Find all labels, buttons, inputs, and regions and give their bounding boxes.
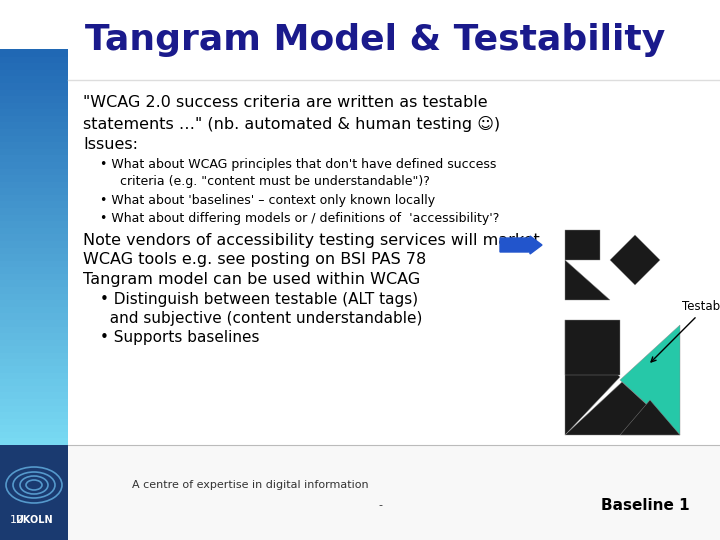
Polygon shape [610,235,660,285]
Bar [0,326,68,333]
Bar [0,233,68,241]
Bar [0,398,68,406]
Bar [0,174,68,181]
Bar [0,161,68,168]
Text: Baseline 1: Baseline 1 [600,497,689,512]
Bar [0,62,68,70]
Bar [0,345,68,353]
Bar [0,214,68,221]
Polygon shape [620,325,680,435]
Bar [0,319,68,327]
Bar [0,417,68,426]
Bar [0,240,68,247]
Bar [0,332,68,340]
Bar [0,437,68,445]
Text: • What about 'baselines' – context only known locally: • What about 'baselines' – context only … [100,194,435,207]
Text: • Supports baselines: • Supports baselines [100,330,259,345]
Polygon shape [565,260,610,300]
Bar [0,378,68,386]
Bar [0,134,68,142]
Text: • What about differing models or / definitions of  'accessibility'?: • What about differing models or / defin… [100,212,500,225]
Text: • What about WCAG principles that don't have defined success
     criteria (e.g.: • What about WCAG principles that don't … [100,158,496,187]
Bar [0,128,68,136]
Bar [0,194,68,201]
Bar [0,167,68,175]
Text: A centre of expertise in digital information: A centre of expertise in digital informa… [132,480,369,490]
Polygon shape [565,230,600,260]
Polygon shape [565,320,620,375]
Polygon shape [565,320,620,435]
Bar [0,306,68,313]
Bar [68,445,720,540]
Bar [0,154,68,162]
Text: statements …" (nb. automated & human testing ☺): statements …" (nb. automated & human tes… [83,116,500,132]
Bar [0,115,68,123]
Bar [0,227,68,234]
Bar [0,286,68,294]
Text: UKOLN: UKOLN [15,515,53,525]
Text: Tangram Model & Testability: Tangram Model & Testability [85,23,665,57]
Bar [0,95,68,103]
Bar [0,76,68,83]
Bar [0,392,68,399]
Bar [0,141,68,148]
Polygon shape [620,400,680,435]
Text: Issues:: Issues: [83,137,138,152]
Bar [0,299,68,307]
FancyArrow shape [500,236,542,254]
Bar [0,102,68,109]
Bar [0,352,68,360]
Bar [0,69,68,76]
Bar [0,404,68,412]
Bar [0,266,68,274]
Bar [0,82,68,90]
Bar [0,49,68,57]
Bar [0,253,68,261]
Bar [68,0,720,80]
Bar [0,246,68,254]
Bar [0,312,68,320]
Bar [0,207,68,214]
Bar [0,200,68,208]
Bar [0,260,68,267]
Text: -: - [378,500,382,510]
Bar [0,411,68,418]
Text: Note vendors of accessibility testing services will market: Note vendors of accessibility testing se… [83,233,540,248]
Text: WCAG tools e.g. see posting on BSI PAS 78: WCAG tools e.g. see posting on BSI PAS 7… [83,252,426,267]
Bar [0,365,68,373]
Text: Testable: Testable [651,300,720,362]
Text: Tangram model can be used within WCAG: Tangram model can be used within WCAG [83,272,420,287]
Bar [0,372,68,379]
Text: "WCAG 2.0 success criteria are written as testable: "WCAG 2.0 success criteria are written a… [83,95,487,110]
Bar [0,89,68,96]
Bar [0,148,68,156]
Bar [0,187,68,195]
Bar [0,445,68,540]
Bar [0,220,68,228]
Bar [0,56,68,63]
Bar [0,359,68,366]
Bar [0,273,68,280]
Bar [0,122,68,129]
Bar [0,279,68,287]
Bar [0,445,68,540]
Bar [0,339,68,346]
Bar [0,384,68,393]
Bar [0,424,68,432]
Bar [0,181,68,188]
Text: • Distinguish between testable (ALT tags)
  and subjective (content understandab: • Distinguish between testable (ALT tags… [100,292,423,326]
Polygon shape [565,382,680,435]
Text: 12: 12 [10,515,24,525]
Bar [0,108,68,116]
Bar [0,293,68,300]
Bar [0,431,68,438]
